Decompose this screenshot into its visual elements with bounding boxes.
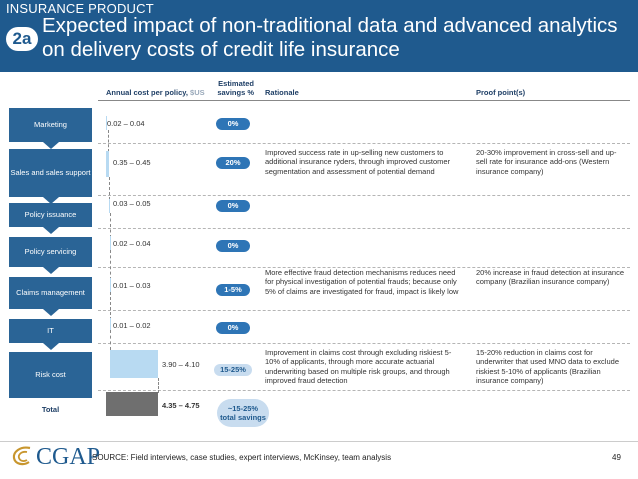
savings-badge-sales-support: 20%: [216, 157, 250, 169]
page-number: 49: [612, 453, 621, 462]
category-risk-cost: Risk cost: [9, 352, 92, 398]
page-title: Expected impact of non-traditional data …: [42, 14, 618, 61]
waterfall-connector: [109, 177, 110, 200]
column-header-estimated-savings: Estimated savings %: [217, 79, 254, 97]
rationale-claims: More effective fraud detection mechanism…: [265, 268, 459, 296]
column-header-proof-points: Proof point(s): [476, 88, 526, 97]
waterfall-connector: [110, 292, 111, 320]
row-separator: [98, 143, 630, 144]
range-marketing: 0.02 – 0.04: [107, 119, 145, 128]
cgap-swirl-icon: [12, 446, 31, 466]
product-label: INSURANCE PRODUCT: [6, 1, 154, 16]
row-separator: [98, 343, 630, 344]
range-sales-support: 0.35 – 0.45: [113, 158, 151, 167]
category-claims-management: Claims management: [9, 277, 92, 316]
column-header-rationale: Rationale: [265, 88, 299, 97]
row-separator: [98, 195, 630, 196]
total-savings-badge: ~15-25% total savings: [217, 399, 269, 427]
savings-badge-it: 0%: [216, 322, 250, 334]
savings-badge-claims: 1-5%: [216, 284, 250, 296]
range-policy-issuance: 0.03 – 0.05: [113, 199, 151, 208]
range-risk-cost: 3.90 – 4.10: [162, 360, 200, 369]
proof-claims: 20% increase in fraud detection at insur…: [476, 268, 625, 287]
category-sales-support: Sales and sales support: [9, 149, 92, 204]
range-claims: 0.01 – 0.03: [113, 281, 151, 290]
footer-divider: [0, 441, 638, 442]
category-it: IT: [9, 319, 92, 350]
row-separator: [98, 267, 630, 268]
waterfall-connector: [158, 378, 159, 393]
source-note: SOURCE: Field interviews, case studies, …: [92, 453, 392, 462]
rationale-risk-cost: Improvement in claims cost through exclu…: [265, 348, 452, 386]
savings-badge-policy-servicing: 0%: [216, 240, 250, 252]
annual-cost-unit: $US: [190, 88, 205, 97]
range-it: 0.01 – 0.02: [113, 321, 151, 330]
waterfall-connector: [110, 213, 111, 238]
savings-badge-policy-issuance: 0%: [216, 200, 250, 212]
waterfall-bar-risk-cost: [110, 350, 158, 378]
proof-risk-cost: 15-20% reduction in claims cost for unde…: [476, 348, 619, 386]
waterfall-bar-marketing: [106, 116, 107, 130]
savings-badge-risk-cost: 15-25%: [214, 364, 252, 376]
cgap-logo: CGAP: [36, 444, 101, 470]
total-label: Total: [41, 405, 60, 414]
header-band: [0, 0, 638, 72]
row-separator: [98, 228, 630, 229]
waterfall-bar-total: [106, 392, 158, 416]
category-marketing: Marketing: [9, 108, 92, 149]
waterfall-bar-policy-servicing: [110, 236, 111, 250]
proof-sales-support: 20-30% improvement in cross-sell and up-…: [476, 148, 617, 176]
waterfall-bar-claims: [110, 278, 111, 292]
waterfall-bar-policy-issuance: [109, 199, 110, 213]
column-header-annual-cost: Annual cost per policy, $US: [106, 88, 205, 97]
range-total: 4.35 – 4.75: [162, 401, 200, 410]
section-badge: 2a: [6, 27, 38, 51]
range-policy-servicing: 0.02 – 0.04: [113, 239, 151, 248]
waterfall-connector: [110, 250, 111, 280]
waterfall-connector: [108, 130, 109, 152]
row-separator: [98, 310, 630, 311]
waterfall-connector: [110, 330, 111, 350]
category-policy-issuance: Policy issuance: [9, 203, 92, 234]
waterfall-bar-sales-support: [106, 151, 109, 177]
header-divider: [98, 100, 630, 101]
rationale-sales-support: Improved success rate in up-selling new …: [265, 148, 451, 176]
waterfall-bar-it: [110, 318, 111, 330]
row-separator: [98, 390, 630, 391]
category-policy-servicing: Policy servicing: [9, 237, 92, 274]
savings-badge-marketing: 0%: [216, 118, 250, 130]
